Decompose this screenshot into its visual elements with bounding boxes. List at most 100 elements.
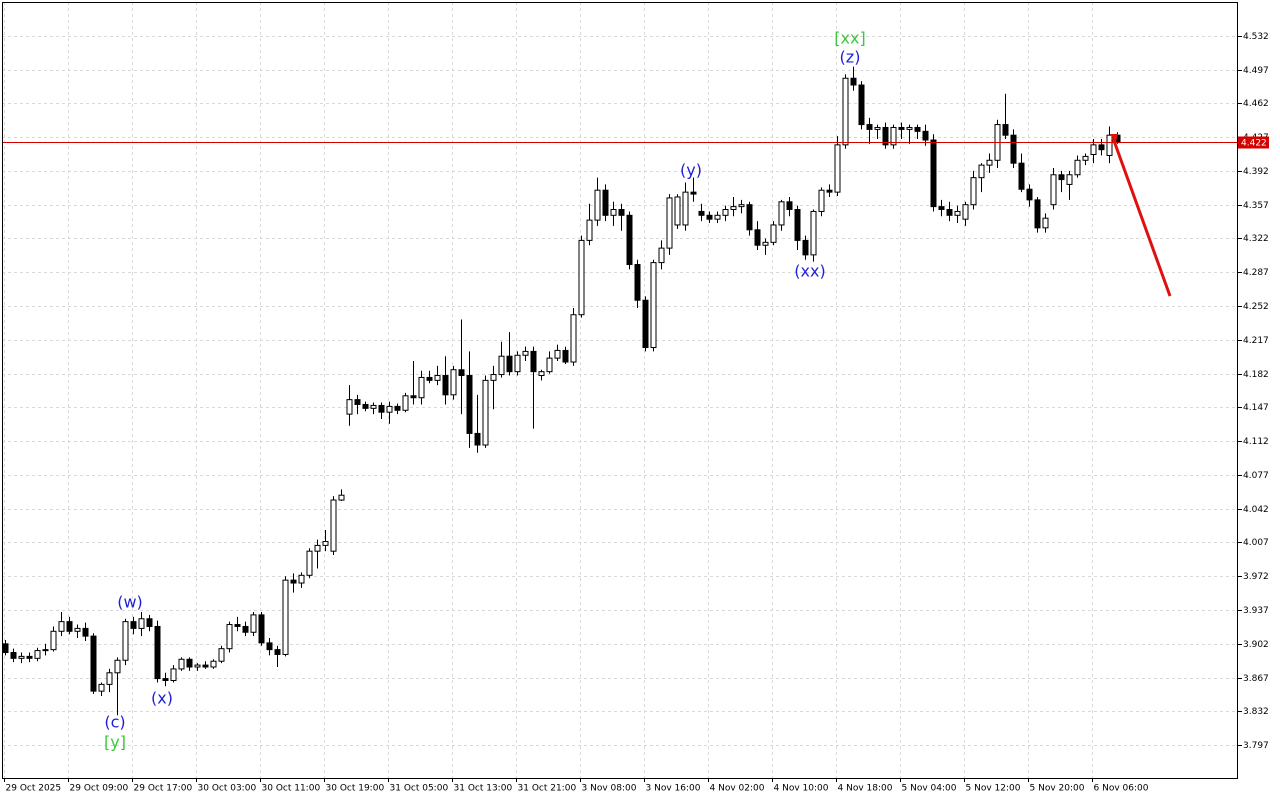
candle-body	[1018, 162, 1025, 190]
y-tick-label: 4.077	[1243, 471, 1269, 481]
candle-body	[530, 350, 537, 373]
candle-body	[282, 579, 289, 655]
grid: 4.5324.4974.4624.4274.3924.3574.3224.287…	[2, 2, 1269, 794]
candle-body	[442, 375, 449, 396]
candle-body	[162, 678, 169, 682]
candle-body	[186, 658, 193, 668]
candle-body	[1074, 159, 1081, 176]
candle-body	[754, 229, 761, 246]
candles	[2, 66, 1121, 716]
wave-label: (c)	[104, 713, 125, 732]
candle-body	[882, 126, 889, 146]
candle-body	[506, 355, 513, 373]
candle-body	[58, 621, 65, 632]
candle-body	[826, 189, 833, 193]
candle-body	[834, 144, 841, 193]
candle-body	[250, 614, 257, 633]
candle-body	[954, 210, 961, 216]
candle-body	[466, 375, 473, 434]
candle-body	[74, 627, 81, 632]
candle-body	[122, 621, 129, 661]
y-tick-label: 4.217	[1243, 336, 1269, 346]
candle-body	[866, 124, 873, 130]
x-tick-label: 4 Nov 02:00	[710, 784, 765, 794]
x-tick-label: 5 Nov 12:00	[966, 784, 1021, 794]
x-tick-label: 3 Nov 16:00	[646, 784, 701, 794]
wave-label: [y]	[104, 733, 126, 752]
candle-body	[26, 655, 33, 659]
candle-body	[146, 618, 153, 627]
candle-body	[202, 664, 209, 668]
overlay: 4.422 (w) (x) (c)[y] (y) (xx) (z)[xx]	[2, 29, 1269, 752]
candle-body	[90, 635, 97, 692]
y-tick-label: 3.972	[1243, 572, 1269, 582]
x-tick-label: 31 Oct 21:00	[518, 784, 577, 794]
candle-body	[522, 350, 529, 356]
candle-body	[554, 349, 561, 359]
candle-body	[370, 404, 377, 409]
candle-body	[914, 126, 921, 132]
candle-body	[666, 197, 673, 249]
candle-body	[226, 624, 233, 650]
candle-body	[386, 405, 393, 413]
y-tick-label: 4.112	[1243, 437, 1269, 447]
candle-body	[874, 126, 881, 130]
x-tick-label: 6 Nov 06:00	[1094, 784, 1149, 794]
candle-body	[890, 126, 897, 146]
y-tick-label: 4.042	[1243, 505, 1269, 515]
candle-body	[810, 210, 817, 256]
candle-body	[738, 204, 745, 208]
candle-body	[658, 247, 665, 264]
candle-body	[930, 139, 937, 208]
candle-body	[298, 574, 305, 584]
wave-label: (x)	[151, 689, 173, 708]
candle-body	[706, 214, 713, 220]
candle-body	[578, 239, 585, 316]
candle-body	[770, 224, 777, 243]
candle-body	[818, 189, 825, 212]
candle-body	[2, 643, 9, 654]
candle-body	[1010, 134, 1017, 164]
candle-body	[922, 130, 929, 141]
x-tick-label: 29 Oct 09:00	[70, 784, 129, 794]
y-tick-label: 4.182	[1243, 370, 1269, 380]
candle-body	[290, 579, 297, 584]
candle-body	[218, 648, 225, 662]
y-tick-label: 4.392	[1243, 167, 1269, 177]
candle-body	[330, 499, 337, 552]
candle-body	[762, 241, 769, 246]
candle-body	[210, 660, 217, 668]
candle-body	[1026, 188, 1033, 201]
x-tick-label: 30 Oct 03:00	[198, 784, 257, 794]
wave-label: (xx)	[794, 262, 825, 281]
current-price-label: 4.422	[1241, 139, 1267, 149]
candle-body	[258, 614, 265, 644]
current-price-box	[1238, 136, 1269, 149]
y-tick-label: 4.497	[1243, 66, 1269, 76]
candle-body	[394, 405, 401, 411]
wave-label: (w)	[117, 593, 143, 612]
y-tick-label: 4.322	[1243, 234, 1269, 244]
candle-body	[626, 214, 633, 266]
wave-label: (z)	[840, 48, 861, 67]
candle-body	[546, 357, 553, 373]
y-tick-label: 4.252	[1243, 302, 1269, 312]
candle-body	[514, 354, 521, 373]
candle-body	[1098, 144, 1105, 151]
candle-body	[450, 369, 457, 396]
candle-body	[642, 299, 649, 349]
candle-body	[978, 164, 985, 179]
candle-body	[98, 683, 105, 692]
candle-body	[50, 630, 57, 651]
candle-body	[34, 650, 41, 659]
candle-body	[274, 649, 281, 655]
candle-body	[842, 77, 849, 146]
y-tick-label: 4.357	[1243, 201, 1269, 211]
y-tick-label: 4.287	[1243, 268, 1269, 278]
x-tick-label: 30 Oct 19:00	[326, 784, 385, 794]
candle-body	[154, 625, 161, 680]
candle-body	[618, 209, 625, 216]
candle-body	[1058, 174, 1065, 181]
y-tick-label: 3.797	[1243, 741, 1269, 751]
